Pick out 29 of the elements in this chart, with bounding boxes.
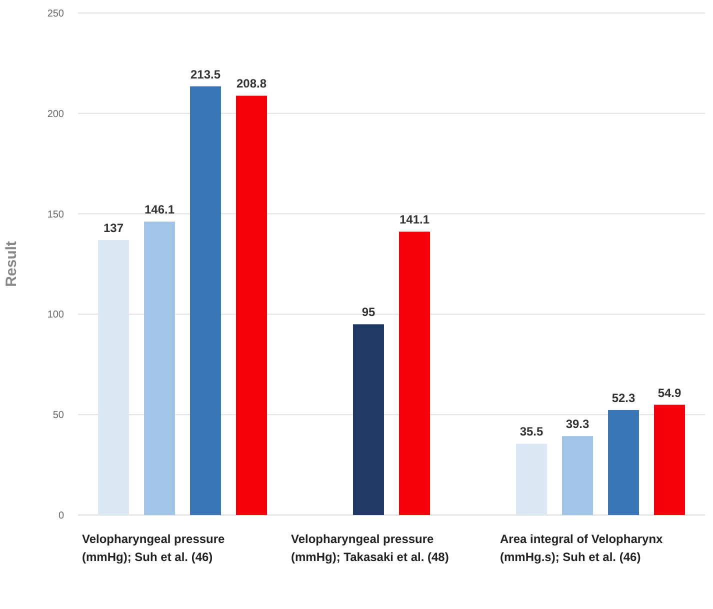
bar [144, 222, 175, 515]
bar [516, 444, 547, 515]
data-label: 35.5 [520, 424, 544, 439]
y-tick-label: 150 [47, 209, 64, 220]
bar [98, 240, 129, 515]
bar [190, 86, 221, 515]
y-tick-label: 100 [47, 310, 64, 321]
bar [562, 436, 593, 515]
y-tick-label: 200 [47, 108, 64, 120]
data-label: 137 [103, 220, 124, 235]
bar [236, 96, 267, 515]
y-tick-label: 50 [52, 410, 64, 422]
data-label: 52.3 [612, 390, 636, 405]
data-label: 146.1 [144, 202, 175, 217]
x-tick-label: Velopharyngeal pressure (mmHg); Suh et al. (46) [82, 532, 226, 564]
data-label: 39.3 [566, 417, 590, 432]
data-label: 208.8 [236, 76, 267, 91]
bar [654, 404, 685, 515]
data-label: 141.1 [399, 212, 430, 227]
x-tick-label: Area integral of Velopharynx (mmHg.s); Suh et al. (46) [500, 532, 664, 564]
data-label: 95 [362, 305, 376, 320]
y-tick-label: 250 [47, 8, 64, 20]
bar [608, 410, 639, 515]
data-label: 54.9 [658, 386, 682, 400]
x-tick-label: Velopharyngeal pressure (mmHg); Takasaki et al. (48) [291, 532, 449, 564]
bar [353, 324, 384, 515]
data-label: 213.5 [190, 67, 221, 82]
y-tick-label: 0 [58, 510, 64, 522]
y-axis-title: Result [3, 241, 20, 287]
